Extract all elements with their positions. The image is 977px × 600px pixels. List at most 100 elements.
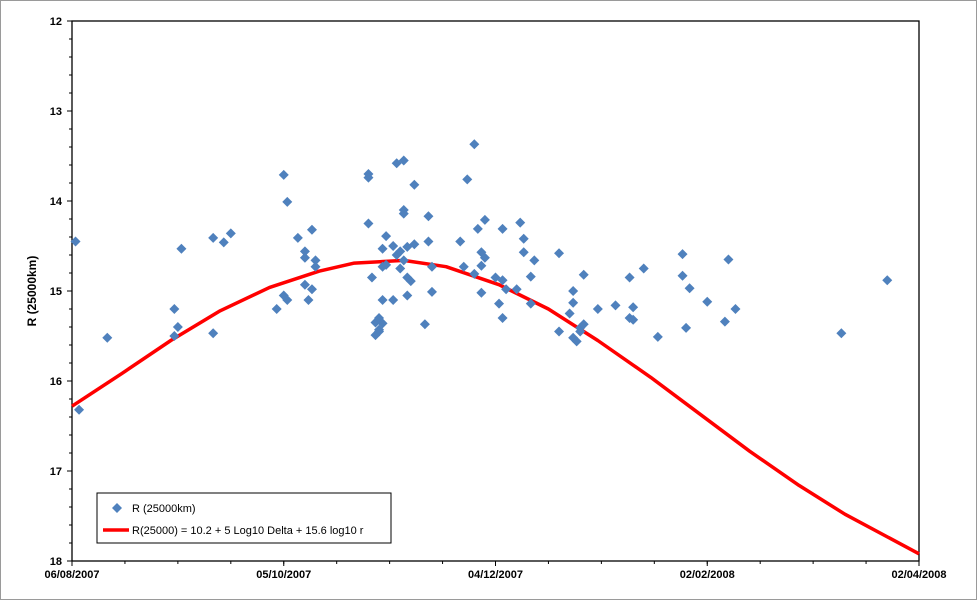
- data-point: [299, 252, 310, 263]
- data-point: [723, 254, 734, 265]
- data-point: [511, 284, 522, 295]
- data-point: [398, 208, 409, 219]
- x-tick-label: 05/10/2007: [256, 569, 311, 581]
- data-point: [525, 271, 536, 282]
- data-point: [176, 243, 187, 254]
- y-tick-label: 12: [50, 16, 62, 28]
- data-point: [719, 316, 730, 327]
- data-point: [381, 231, 392, 242]
- data-point: [501, 284, 512, 295]
- data-point: [684, 283, 695, 294]
- data-point: [455, 236, 466, 247]
- data-point: [497, 313, 508, 323]
- legend-label-points: R (25000km): [132, 503, 196, 515]
- data-point: [469, 139, 480, 150]
- data-point: [172, 322, 183, 332]
- y-tick-label: 18: [50, 556, 62, 568]
- data-point: [652, 331, 663, 342]
- data-point: [469, 268, 480, 279]
- data-point: [299, 279, 310, 290]
- data-point: [381, 259, 392, 270]
- data-point: [575, 326, 586, 337]
- data-point: [426, 261, 437, 272]
- data-point: [225, 228, 236, 239]
- data-point: [208, 328, 219, 339]
- legend-label-curve: R(25000) = 10.2 + 5 Log10 Delta + 15.6 l…: [132, 525, 364, 537]
- y-tick-label: 17: [50, 466, 62, 478]
- data-point: [564, 308, 575, 319]
- x-axis: 06/08/2007 05/10/2007 04/12/2007 02/02/2008…: [44, 561, 947, 581]
- data-point: [578, 269, 589, 280]
- data-point: [409, 239, 420, 250]
- x-tick-label: 02/04/2008: [891, 569, 946, 581]
- data-point: [208, 232, 219, 243]
- data-point: [395, 246, 406, 257]
- data-point: [476, 260, 487, 271]
- data-point: [310, 261, 321, 272]
- data-point: [398, 155, 409, 166]
- data-point: [271, 304, 282, 314]
- data-point: [218, 237, 229, 248]
- data-point: [497, 223, 508, 234]
- data-point: [70, 236, 81, 247]
- data-point: [681, 322, 692, 333]
- x-tick-label: 02/02/2008: [680, 569, 735, 581]
- data-point: [479, 214, 490, 225]
- legend-box: [96, 492, 392, 544]
- data-point: [405, 276, 416, 287]
- data-point: [303, 295, 314, 305]
- data-point: [363, 172, 374, 183]
- y-tick-label: 15: [50, 286, 62, 298]
- data-point: [306, 284, 317, 295]
- data-point: [306, 224, 317, 235]
- data-point: [497, 275, 508, 286]
- data-point: [472, 223, 483, 234]
- legend: R (25000km) R(25000) = 10.2 + 5 Log10 De…: [96, 492, 392, 544]
- legend-marker-diamond-icon: [112, 503, 122, 513]
- data-point: [476, 287, 487, 298]
- data-point: [628, 302, 639, 313]
- data-point: [568, 286, 579, 296]
- data-point: [419, 319, 430, 330]
- data-point: [458, 261, 469, 272]
- data-point: [299, 246, 310, 257]
- data-point: [423, 236, 434, 247]
- data-point: [592, 304, 603, 314]
- y-axis-title: R (25000km): [25, 256, 39, 327]
- data-point: [169, 331, 180, 341]
- data-point: [628, 314, 639, 325]
- data-point: [525, 298, 536, 309]
- data-point: [462, 174, 473, 185]
- data-point: [278, 169, 289, 180]
- data-point: [638, 263, 649, 274]
- data-point: [402, 290, 413, 301]
- y-tick-label: 16: [50, 376, 62, 388]
- data-point: [74, 404, 85, 415]
- data-point: [292, 232, 303, 243]
- data-point: [409, 179, 420, 190]
- x-tick-label: 04/12/2007: [468, 569, 523, 581]
- data-point: [479, 252, 490, 263]
- data-point: [882, 275, 893, 286]
- y-tick-label: 14: [50, 196, 63, 208]
- data-point: [571, 336, 582, 347]
- data-point: [677, 249, 688, 260]
- data-point: [568, 297, 579, 308]
- data-point: [377, 243, 388, 254]
- data-point: [388, 295, 399, 305]
- data-point: [578, 319, 589, 330]
- data-point: [518, 233, 529, 244]
- data-point: [282, 295, 293, 305]
- data-point: [554, 248, 565, 259]
- data-point: [554, 326, 565, 337]
- y-axis: 12 13 14 15 16 17 18: [50, 16, 72, 568]
- data-point: [730, 304, 741, 314]
- data-point: [702, 296, 713, 307]
- data-point: [388, 241, 399, 251]
- data-point: [398, 255, 409, 266]
- data-point: [610, 300, 621, 311]
- scatter-points-layer: [70, 139, 893, 415]
- data-point: [310, 255, 321, 266]
